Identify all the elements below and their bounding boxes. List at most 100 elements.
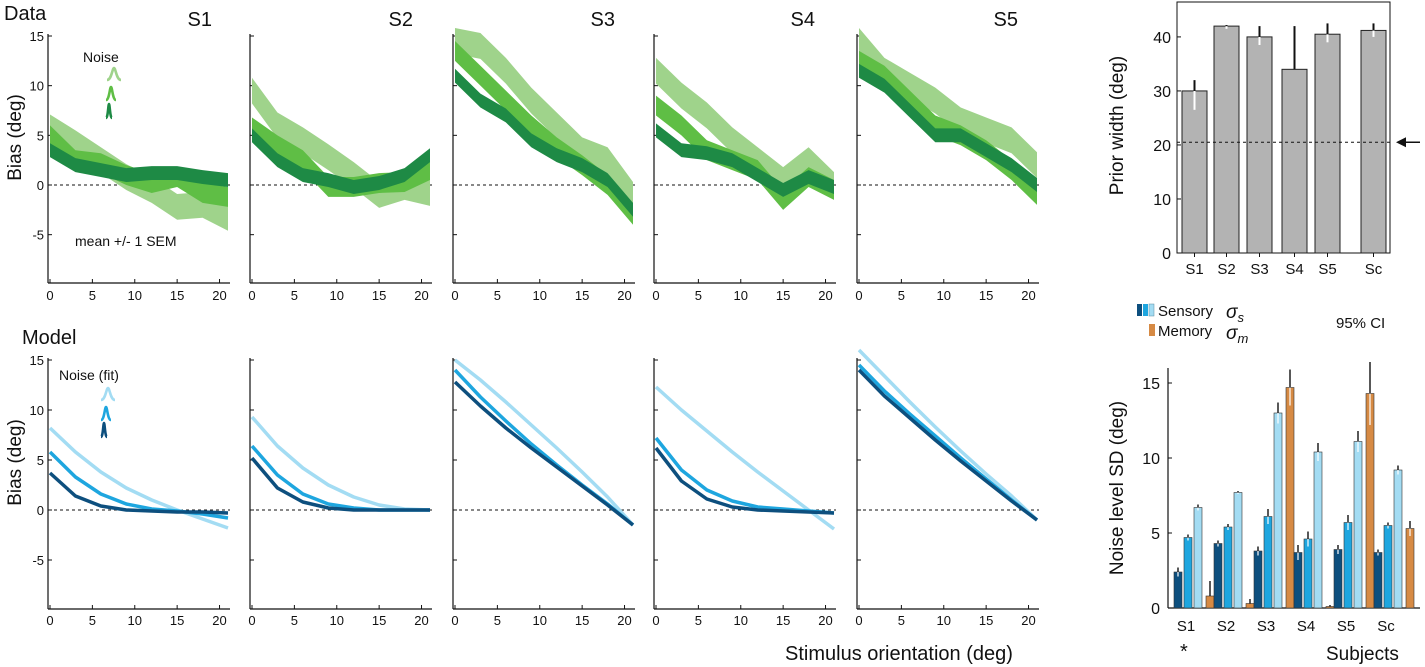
sensory-swatch-low: [1137, 304, 1142, 316]
x-tick-label: 10: [128, 613, 142, 628]
noise-low-glyph: [104, 102, 114, 120]
noise-bar-memory: [1205, 595, 1215, 609]
noise-fit-mid-glyph: [100, 405, 112, 422]
noise-bar-memory: [1325, 606, 1335, 609]
sem-band-low: [50, 143, 228, 187]
model-curve-low: [250, 456, 430, 512]
prior-bar: [1213, 25, 1240, 254]
y-tick-label: 0: [1162, 246, 1171, 263]
sem-band-low: [859, 63, 1037, 192]
x-tick-label: 0: [451, 288, 458, 303]
x-tick-label: 15: [575, 288, 589, 303]
noise-level-chart: 0 5 10 15 Noise level SD (deg) S1 S2 S3 S4 S5 Sc: [1107, 362, 1420, 635]
x-tick-label: 5: [89, 288, 96, 303]
x-tick-label: 5: [898, 613, 905, 628]
y-tick-label: 40: [1153, 30, 1171, 47]
x-tick-label: 20: [617, 288, 631, 303]
sem-band-high: [656, 57, 834, 198]
noise-fit-high-glyph: [100, 386, 116, 402]
sigma-s-label: σs: [1226, 302, 1244, 325]
noise-fit-low-glyph: [99, 421, 109, 439]
noise-high-glyph: [106, 66, 122, 82]
y-tick-label: 0: [37, 503, 44, 518]
model-curve-mid: [654, 436, 835, 515]
y-tick-label: 10: [30, 403, 44, 418]
model-curve-mid: [857, 363, 1039, 522]
x-tick-label: 0: [248, 613, 255, 628]
x-tick-label: S1: [1185, 261, 1203, 278]
x-tick-label: 10: [533, 288, 547, 303]
x-tick-label: 20: [818, 613, 832, 628]
prior-bar: [1181, 90, 1208, 254]
sem-band-low: [252, 128, 430, 194]
noise-bar-low: [1293, 552, 1303, 609]
sensory-swatch-mid: [1143, 304, 1148, 316]
noise-bar-low: [1213, 543, 1223, 609]
sensory-label: Sensory: [1158, 303, 1214, 320]
y-axis-title: Bias (deg): [5, 419, 26, 506]
x-tick-label: 10: [937, 613, 951, 628]
x-tick-label: 0: [46, 288, 53, 303]
noise-bar-mid: [1223, 526, 1233, 609]
model-row-title: Model: [22, 327, 76, 349]
noise-bar-memory: [1365, 393, 1375, 609]
x-tick-label: 15: [979, 613, 993, 628]
bias-panel-0-s5: S5 0 5 10 15 20: [855, 9, 1039, 303]
y-axis-title: Bias (deg): [5, 94, 26, 181]
model-curve-high: [250, 415, 431, 512]
panel-title: S2: [389, 9, 413, 31]
noise-bar-high: [1193, 507, 1203, 609]
noise-bar-mid: [1303, 538, 1313, 609]
x-tick-label: S2: [1217, 261, 1235, 278]
y-tick-label: 20: [1153, 138, 1171, 155]
significance-star: *: [1180, 641, 1188, 663]
noise-bar-mid: [1183, 537, 1193, 609]
sensory-swatch-high: [1148, 303, 1155, 317]
x-tick-label: S3: [1257, 618, 1275, 635]
y-tick-label: 10: [1153, 192, 1171, 209]
prior-width-chart: 0 10 20 30 40 Prior width (deg) S1 S2 S3 S4 S5 Sc: [1107, 1, 1420, 278]
model-curve-high: [857, 348, 1039, 522]
x-tick-label: 5: [89, 613, 96, 628]
model-curve-high: [453, 358, 635, 527]
x-tick-label: S4: [1285, 261, 1303, 278]
x-tick-label: 20: [1021, 288, 1035, 303]
x-tick-label: S3: [1250, 261, 1268, 278]
sem-band-mid: [50, 125, 228, 207]
y-tick-label: 5: [37, 128, 44, 143]
x-tick-label: 10: [937, 288, 951, 303]
bias-panel-0-s1: S1 -5 0 5 10 15 0 5 10 15 20: [30, 9, 230, 303]
sigma-m-symbol: σ: [1226, 323, 1239, 344]
x-tick-label: 0: [652, 613, 659, 628]
x-tick-label: 5: [695, 613, 702, 628]
y-tick-label: 15: [30, 353, 44, 368]
sem-note: mean +/- 1 SEM: [75, 233, 177, 249]
x-tick-label: 5: [494, 288, 501, 303]
x-tick-label: 5: [291, 613, 298, 628]
x-tick-label: 10: [128, 288, 142, 303]
x-tick-label: 15: [575, 613, 589, 628]
y-tick-label: 30: [1153, 84, 1171, 101]
data-row-title: Data: [4, 3, 47, 25]
y-axis-title: Prior width (deg): [1107, 56, 1128, 195]
x-tick-label: S5: [1337, 618, 1355, 635]
model-curve-mid: [453, 368, 635, 527]
bias-panel-0-s4: S4 0 5 10 15 20: [652, 9, 836, 303]
noise-bar-high: [1313, 451, 1323, 609]
x-tick-label: 10: [734, 613, 748, 628]
x-tick-label: 10: [330, 613, 344, 628]
prior-bar: [1314, 33, 1341, 254]
x-tick-label: 15: [776, 288, 790, 303]
panel-title: S1: [188, 9, 212, 31]
x-tick-label: 20: [414, 613, 428, 628]
x-tick-label: S1: [1177, 618, 1195, 635]
model-curve-high: [48, 426, 229, 530]
x-tick-label: 0: [248, 288, 255, 303]
x-tick-label: S5: [1318, 261, 1336, 278]
y-tick-label: 10: [1142, 451, 1160, 468]
noise-bar-mid: [1343, 522, 1353, 609]
reference-arrow-head: [1396, 137, 1406, 148]
x-tick-label: 10: [330, 288, 344, 303]
x-tick-label: 0: [652, 288, 659, 303]
